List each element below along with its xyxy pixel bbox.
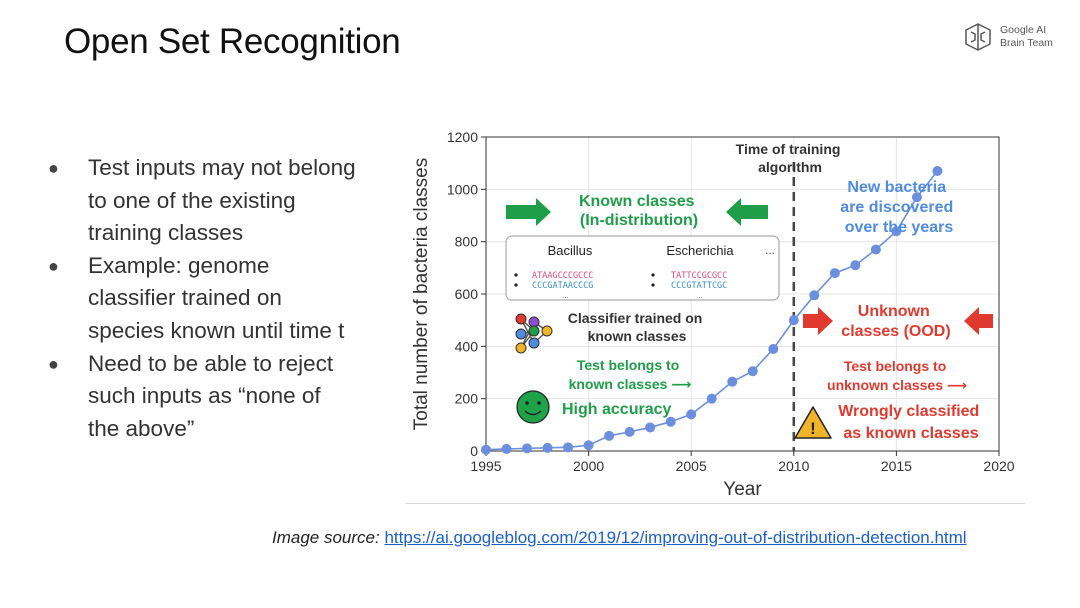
- data-point: [706, 393, 717, 404]
- y-tick-label: 1200: [447, 129, 478, 145]
- x-tick-label: 2010: [778, 458, 809, 474]
- data-point: [645, 422, 656, 433]
- data-point: [583, 440, 594, 451]
- y-tick-label: 800: [455, 234, 479, 250]
- data-point: [870, 244, 881, 255]
- test-known-label: Test belongs to known classes ⟶: [569, 357, 692, 392]
- bullet-item: ● Need to be able to reject such inputs …: [44, 348, 394, 446]
- y-tick-label: 200: [455, 391, 479, 407]
- data-point: [829, 268, 840, 279]
- y-tick-label: 600: [455, 286, 479, 302]
- new-bacteria-label: New bacteria are discovered over the yea…: [840, 179, 957, 236]
- bullet-line: training classes: [88, 220, 244, 246]
- source-link[interactable]: https://ai.googleblog.com/2019/12/improv…: [384, 528, 967, 547]
- data-point: [850, 260, 861, 271]
- y-tick-label: 400: [455, 338, 479, 354]
- bullet-line: species known until time t: [88, 317, 345, 343]
- svg-text:...: ...: [696, 291, 703, 300]
- svg-text:ATAAGCCCGCCC: ATAAGCCCGCCC: [532, 271, 593, 281]
- svg-text:Known classes (In-distri: Known classes (In-distribution): [579, 193, 699, 229]
- data-point: [542, 442, 553, 453]
- image-source: Image source: https://ai.googleblog.com/…: [272, 528, 967, 548]
- data-point: [501, 443, 512, 454]
- data-point: [932, 166, 943, 177]
- data-point: [686, 409, 697, 420]
- data-point: [481, 444, 491, 455]
- bullet-line: to one of the existing: [88, 187, 296, 213]
- source-label: Image source:: [272, 528, 380, 547]
- x-tick-label: 2005: [676, 458, 707, 474]
- divider: [405, 503, 1025, 504]
- data-point: [788, 315, 799, 326]
- svg-text:Unknown classes (OOD): Unknown classes (OOD): [841, 303, 950, 340]
- arrow-right-icon: [803, 307, 833, 335]
- bullet-line: Example: genome: [88, 252, 270, 278]
- svg-text:...: ...: [562, 291, 569, 300]
- data-point: [624, 426, 635, 437]
- svg-text:CCCGTATTCGC: CCCGTATTCGC: [671, 281, 727, 291]
- brand-logo: Google AI Brain Team: [963, 21, 1063, 55]
- y-tick-label: 1000: [447, 181, 478, 197]
- svg-text:Bacillus: Bacillus: [548, 243, 593, 258]
- bullet-line: Test inputs may not belong: [88, 155, 356, 180]
- network-icon: [515, 313, 553, 354]
- training-time-label: Time of training algorithm: [736, 141, 845, 175]
- test-unknown-label: Test belongs to unknown classes ⟶: [827, 358, 967, 393]
- slide-title: Open Set Recognition: [64, 22, 401, 61]
- x-axis-label: Year: [723, 479, 762, 500]
- brand-name: Google AI Brain Team: [1000, 24, 1053, 49]
- genome-sample-box: Bacillus Escherichia ... ATAAGCCCGCCC CC…: [505, 235, 780, 301]
- svg-text:...: ...: [765, 243, 775, 257]
- arrow-left-icon: [964, 307, 993, 335]
- unknown-classes-callout: Unknown classes (OOD): [803, 303, 993, 340]
- bullet-item: ● Example: genome classifier trained on …: [44, 250, 394, 348]
- bullet-item: ● Test inputs may not belong to one of t…: [44, 152, 394, 250]
- data-point: [911, 192, 922, 203]
- svg-text:Escherichia: Escherichia: [666, 243, 734, 258]
- svg-text:!: !: [810, 419, 816, 438]
- data-point: [809, 290, 820, 301]
- arrow-left-icon: [726, 198, 768, 226]
- warning-icon: !: [794, 406, 832, 439]
- x-tick-label: 2000: [573, 458, 604, 474]
- smiley-icon: [516, 390, 550, 424]
- data-point: [891, 226, 902, 237]
- data-point: [768, 343, 779, 354]
- classifier-label: Classifier trained on known classes: [568, 310, 706, 344]
- bullet-line: Need to be able to reject: [88, 350, 334, 376]
- brain-icon: [965, 23, 991, 51]
- x-tick-label: 2015: [881, 458, 912, 474]
- data-point: [747, 366, 758, 377]
- wrongly-classified-label: Wrongly classified as known classes: [838, 403, 984, 442]
- svg-text:TATTCCGCGCC: TATTCCGCGCC: [671, 271, 727, 281]
- bacteria-growth-chart: 1995 2000 2005 2010 2015 2020 0 200 400 600 800 100…: [411, 129, 1015, 500]
- svg-text:CCCGATAACCCG: CCCGATAACCCG: [532, 281, 593, 291]
- bullet-line: the above”: [88, 415, 195, 441]
- data-point: [563, 442, 574, 453]
- x-tick-label: 1995: [470, 458, 501, 474]
- x-tick-label: 2020: [983, 458, 1014, 474]
- bullet-list: ● Test inputs may not belong to one of t…: [44, 152, 394, 445]
- y-axis-label: Total number of bacteria classes: [411, 158, 432, 430]
- bullet-line: such inputs as “none of: [88, 383, 321, 409]
- high-accuracy-label: High accuracy: [562, 401, 671, 418]
- y-tick-label: 0: [470, 443, 478, 459]
- bullet-line: classifier trained on: [88, 285, 282, 311]
- data-point: [665, 416, 676, 427]
- data-point: [604, 430, 615, 441]
- arrow-right-icon: [506, 198, 551, 226]
- data-point: [727, 376, 738, 387]
- bullet-marker: ●: [48, 353, 59, 374]
- bullet-marker: ●: [48, 255, 59, 276]
- data-point: [522, 443, 533, 454]
- known-classes-callout: Known classes (In-distribution): [506, 193, 768, 229]
- bullet-marker: ●: [48, 158, 59, 178]
